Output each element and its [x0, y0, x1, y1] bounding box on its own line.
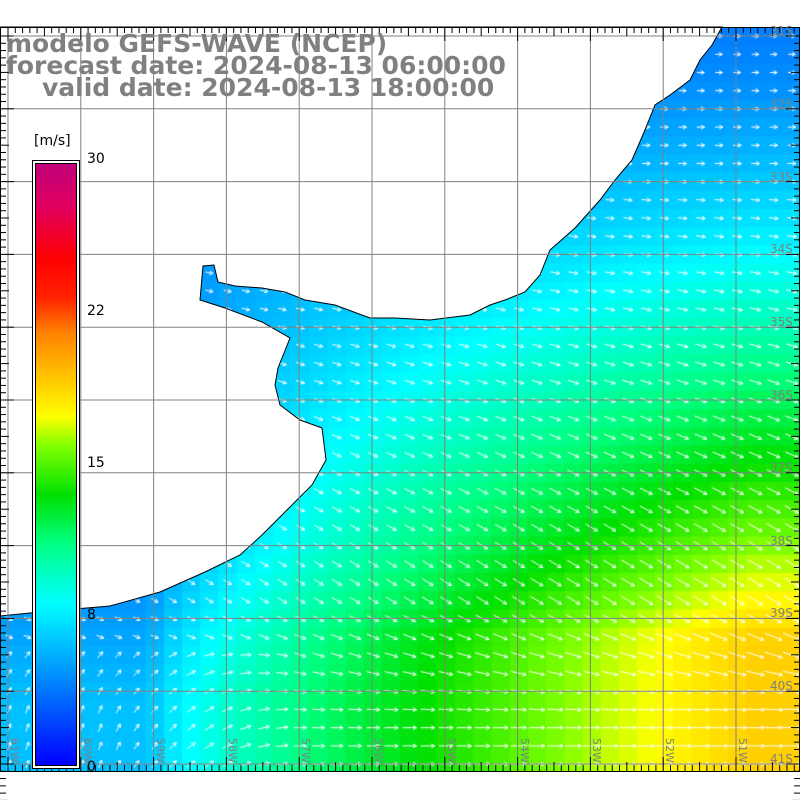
longitude-label: 52W — [663, 738, 677, 763]
latitude-label: 40S — [770, 679, 793, 694]
latitude-label: 37S — [770, 460, 793, 475]
colorbar-label-0: 0 — [87, 759, 96, 775]
colorbar-label-8: 8 — [87, 607, 96, 623]
forecast-date: forecast date: 2024-08-13 06:00:00 — [6, 51, 506, 80]
latitude-label: 39S — [770, 606, 793, 621]
colorbar — [32, 160, 80, 769]
longitude-label: 57W — [299, 738, 313, 763]
latitude-label: 35S — [770, 315, 793, 330]
colorbar-label-15: 15 — [87, 455, 105, 471]
colorbar-label-22: 22 — [87, 303, 105, 319]
colorbar-unit: [m/s] — [34, 133, 71, 149]
longitude-label: 55W — [444, 738, 458, 763]
model-title: modelo GEFS-WAVE (NCEP) — [6, 29, 388, 58]
frame-ticks — [0, 27, 800, 800]
valid-date: valid date: 2024-08-13 18:00:00 — [42, 73, 495, 102]
longitude-label: 51W — [736, 738, 749, 763]
latitude-label: 32S — [770, 96, 793, 111]
longitude-label: 56W — [372, 738, 385, 763]
latitude-label: 34S — [770, 242, 793, 257]
latitude-label: 41S — [770, 752, 793, 766]
colorbar-gradient — [35, 163, 77, 766]
latitude-label: 38S — [770, 533, 793, 548]
colorbar-label-30: 30 — [87, 151, 105, 167]
longitude-label: 58W — [226, 738, 240, 763]
longitude-label: 53W — [590, 738, 604, 763]
latitude-label: 36S — [770, 388, 793, 402]
longitude-label: 59W — [153, 738, 167, 763]
land-mass — [0, 26, 723, 617]
latitude-label: 33S — [770, 169, 793, 184]
lat-lon-grid — [0, 27, 800, 771]
longitude-label: 54W — [517, 738, 531, 763]
longitude-label: 61W — [8, 738, 21, 763]
latitude-label: 31S — [770, 24, 793, 38]
